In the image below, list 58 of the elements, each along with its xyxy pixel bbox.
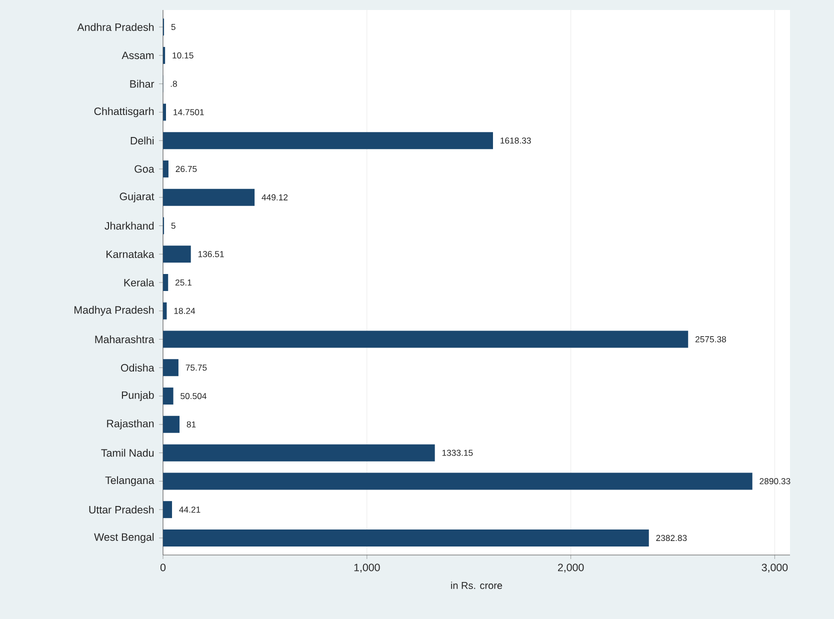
y-tick-label: Delhi xyxy=(130,136,154,144)
x-tick-label: 0 xyxy=(160,564,166,572)
y-tick-label: Rajasthan xyxy=(107,419,154,430)
data-label: 1618.33 xyxy=(500,138,531,144)
data-label: 5 xyxy=(171,24,176,30)
bar xyxy=(163,302,167,320)
data-label: 14.7501 xyxy=(174,109,204,116)
bar xyxy=(163,359,178,376)
data-label: 2575.38 xyxy=(696,336,726,342)
y-tick-label: Bihar xyxy=(130,80,154,88)
bar xyxy=(163,104,166,121)
data-label: 2382.83 xyxy=(656,534,687,542)
bar xyxy=(163,388,174,405)
data-label: 75.75 xyxy=(186,364,207,371)
data-label: .8 xyxy=(170,80,177,87)
y-tick-label: Tamil Nadu xyxy=(101,448,154,457)
data-label: 2890.33 xyxy=(760,478,790,484)
y-tick-label: Maharashtra xyxy=(95,335,154,344)
bar xyxy=(163,529,649,546)
bar xyxy=(163,188,255,206)
y-tick-label: Gujarat xyxy=(120,192,154,202)
data-label: 1333.15 xyxy=(442,450,473,456)
x-tick-label: 3,000 xyxy=(762,564,788,573)
data-label: 44.21 xyxy=(179,506,200,513)
y-tick-label: Goa xyxy=(134,165,154,173)
bar xyxy=(163,246,191,263)
bar xyxy=(163,330,688,348)
y-tick-label: Chhattisgarh xyxy=(94,107,154,118)
y-tick-label: Uttar Pradesh xyxy=(89,506,154,514)
y-tick-label: Telangana xyxy=(105,476,154,486)
y-tick-label: Punjab xyxy=(122,391,154,402)
data-label: 25.1 xyxy=(175,279,192,286)
x-tick-label: 2,000 xyxy=(558,564,584,573)
bar xyxy=(163,472,752,490)
y-tick-label: Assam xyxy=(122,52,154,60)
data-label: 5 xyxy=(171,222,176,229)
y-tick-label: Karnataka xyxy=(106,250,154,258)
data-label: 26.75 xyxy=(176,166,197,172)
y-tick-label: West Bengal xyxy=(94,532,154,543)
y-tick-label: Andhra Pradesh xyxy=(77,23,154,31)
data-label: 81 xyxy=(186,421,196,428)
bar xyxy=(163,501,172,518)
y-tick-label: Madhya Pradesh xyxy=(74,306,154,316)
data-label: 10.15 xyxy=(172,52,194,58)
y-tick-label: Jharkhand xyxy=(104,222,154,230)
y-tick-label: Kerala xyxy=(124,278,154,286)
y-tick-label: Odisha xyxy=(121,364,154,372)
data-label: 18.24 xyxy=(174,308,196,314)
bar xyxy=(163,132,493,150)
data-label: 50.504 xyxy=(180,392,206,400)
data-label: 136.51 xyxy=(198,251,224,258)
data-label: 449.12 xyxy=(262,194,288,200)
bar xyxy=(163,416,180,433)
x-tick-label: 1,000 xyxy=(354,564,380,573)
bar xyxy=(163,444,435,462)
x-axis-title: in Rs. crore xyxy=(451,582,502,590)
bar xyxy=(163,274,168,292)
bar xyxy=(163,160,168,178)
